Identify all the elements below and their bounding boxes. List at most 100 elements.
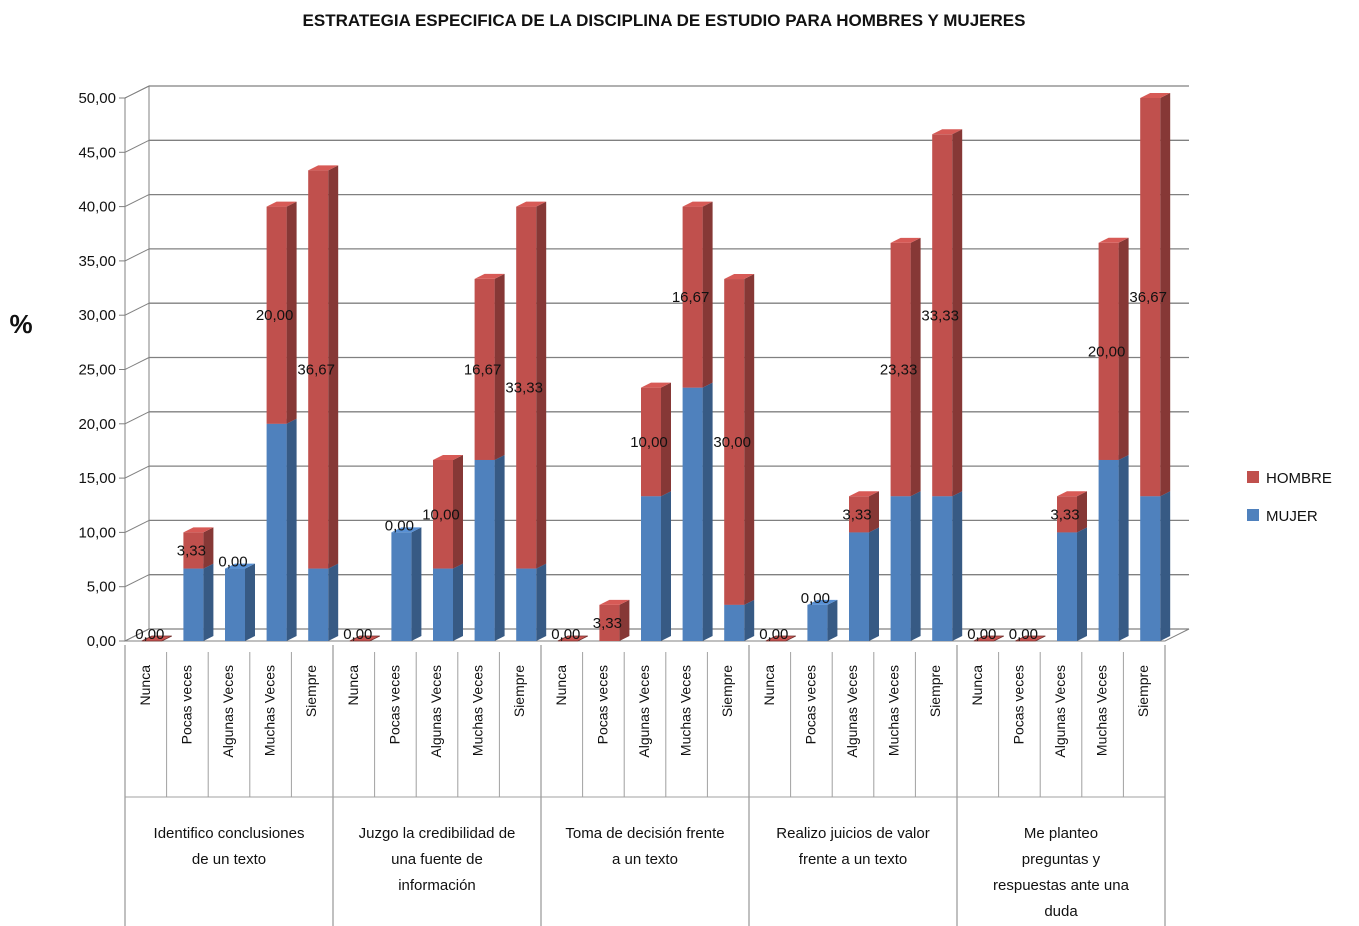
category-label: Algunas Veces xyxy=(220,665,236,758)
bar-hombre xyxy=(599,599,630,641)
bar-side xyxy=(702,201,713,388)
legend-swatch-hombre xyxy=(1247,471,1259,483)
category-label: Pocas veces xyxy=(386,665,402,744)
bar-side xyxy=(286,201,297,424)
bar-side xyxy=(536,563,547,641)
bar-hombre xyxy=(266,201,297,424)
gridline-diag xyxy=(124,139,150,153)
y-tick-label: 45,00 xyxy=(78,144,116,161)
bar-flat xyxy=(765,635,796,642)
bar-hombre-zero xyxy=(141,635,172,642)
bar-mujer xyxy=(890,491,921,641)
bar-front xyxy=(266,206,287,424)
bar-front xyxy=(1140,98,1161,497)
bar-side xyxy=(328,563,339,641)
group-label: preguntas y xyxy=(1022,851,1101,868)
category-label: Siempre xyxy=(927,665,943,717)
data-label: 3,33 xyxy=(593,615,622,632)
bar-flat xyxy=(973,635,1004,642)
gridline-diag xyxy=(124,574,150,588)
bar-top xyxy=(849,491,879,497)
legend-swatch-mujer xyxy=(1247,509,1259,521)
bar-front xyxy=(516,206,537,569)
bar-front xyxy=(1057,496,1077,533)
bar-top xyxy=(1140,93,1171,98)
bar-side xyxy=(494,454,505,641)
bar-side xyxy=(744,274,755,605)
data-label: 20,00 xyxy=(1088,343,1126,360)
data-label: 0,00 xyxy=(385,517,414,534)
category-label: Siempre xyxy=(511,665,527,717)
data-label: 10,00 xyxy=(630,434,668,451)
gridline-diag xyxy=(124,248,150,262)
bar-mujer xyxy=(932,491,963,641)
bar-top xyxy=(932,129,963,135)
gridline-diag xyxy=(124,357,150,370)
data-label: 0,00 xyxy=(343,626,372,643)
data-label: 0,00 xyxy=(551,626,580,643)
bar-flat xyxy=(349,635,380,642)
bar-top xyxy=(724,274,755,280)
bar-mujer xyxy=(516,563,547,641)
gridline-diag xyxy=(124,411,150,425)
bar-top xyxy=(308,165,339,171)
bar-front xyxy=(807,604,828,641)
bar-mujer xyxy=(308,563,339,641)
category-label: Algunas Veces xyxy=(636,665,652,758)
bar-front xyxy=(932,496,953,641)
data-label: 0,00 xyxy=(801,590,830,607)
data-label: 36,67 xyxy=(1129,289,1167,306)
bar-hombre xyxy=(641,382,671,497)
bar-mujer xyxy=(682,382,713,641)
bar-front xyxy=(641,387,661,497)
bar-hombre xyxy=(308,165,339,569)
bar-mujer xyxy=(1057,527,1087,641)
bar-front xyxy=(183,568,204,641)
bar-mujer xyxy=(266,418,297,641)
bar-side xyxy=(869,527,879,641)
bar-hombre-zero xyxy=(973,635,1004,642)
bar-side xyxy=(661,382,671,497)
bar-mujer xyxy=(724,599,755,641)
data-label: 0,00 xyxy=(135,626,164,643)
group-label: de un texto xyxy=(192,851,266,868)
bar-front xyxy=(308,568,329,641)
category-label: Algunas Veces xyxy=(844,665,860,758)
bar-side xyxy=(910,237,921,497)
data-label: 16,67 xyxy=(464,361,502,378)
bar-front xyxy=(266,423,287,641)
data-label: 36,67 xyxy=(297,361,335,378)
bar-side xyxy=(619,599,630,641)
bar-hombre xyxy=(433,454,463,569)
bar-side xyxy=(952,129,963,497)
bar-front xyxy=(682,206,703,388)
category-label: Muchas Veces xyxy=(678,665,694,756)
gridline-diag xyxy=(124,85,150,99)
data-label: 3,33 xyxy=(842,506,871,523)
legend: HOMBRE MUJER xyxy=(1247,470,1332,525)
bar-side xyxy=(661,491,671,641)
bar-hombre-zero xyxy=(349,635,380,642)
bar-front xyxy=(516,568,537,641)
bar-side xyxy=(1118,454,1129,641)
bar-hombre xyxy=(932,129,963,497)
data-label: 0,00 xyxy=(759,626,788,643)
data-label: 10,00 xyxy=(422,506,460,523)
y-tick-label: 30,00 xyxy=(78,307,116,324)
category-label: Siempre xyxy=(1135,665,1151,717)
bar-top xyxy=(599,599,630,605)
bar-front xyxy=(308,170,329,569)
bar-flat xyxy=(141,635,172,642)
y-tick-label: 35,00 xyxy=(78,253,116,270)
category-label: Siempre xyxy=(719,665,735,717)
bar-mujer xyxy=(183,563,214,641)
bar-flat xyxy=(557,635,588,642)
bar-hombre xyxy=(1057,491,1087,533)
category-label: Algunas Veces xyxy=(1052,665,1068,758)
bar-side xyxy=(1077,491,1087,533)
bar-side xyxy=(827,599,838,641)
bar-front xyxy=(225,568,245,641)
bar-front xyxy=(932,134,953,497)
category-label: Nunca xyxy=(553,665,569,706)
